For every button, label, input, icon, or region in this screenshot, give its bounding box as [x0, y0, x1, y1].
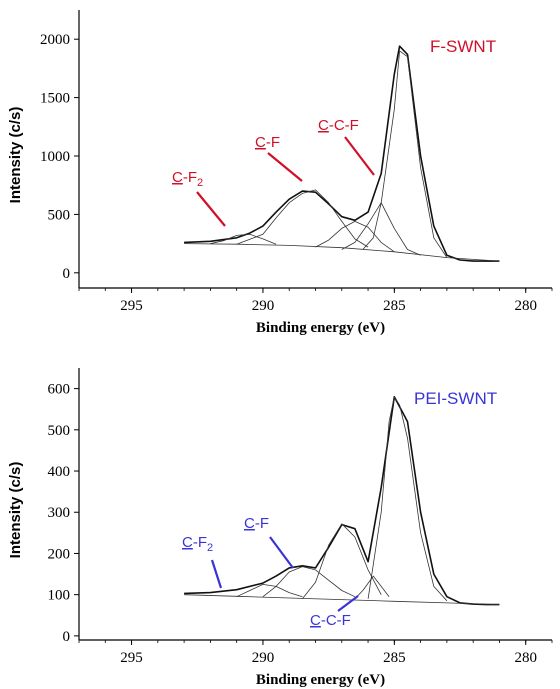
y-tick-label: 2000 [40, 32, 70, 48]
y-tick-label: 0 [63, 629, 71, 645]
y-tick-label: 500 [48, 423, 71, 439]
peak-annotation: C-F2 [172, 169, 203, 189]
panel-title: PEI-SWNT [414, 389, 497, 408]
peak-annotation: C-F2 [182, 534, 213, 554]
x-tick-label: 290 [252, 650, 275, 666]
fitted-peak-line [302, 523, 382, 600]
peak-annotation: C-C-F [318, 117, 359, 134]
annotation-text: -F [266, 134, 280, 151]
annotation-pointer-line [344, 136, 375, 176]
y-axis-label: Intensity (c/s) [7, 462, 24, 559]
x-tick-label: 295 [120, 650, 143, 666]
fitted-peak-line [354, 575, 390, 600]
annotation-text: -F [255, 515, 269, 532]
y-tick-label: 1500 [40, 91, 70, 107]
annotation-pointer-line [267, 152, 303, 182]
annotation-pointer-line [196, 191, 226, 227]
annotation-text: -C-F [329, 117, 359, 134]
fitted-peak-line [262, 566, 356, 598]
y-tick-label: 300 [48, 505, 71, 521]
x-tick-label: 290 [252, 298, 275, 314]
x-tick-label: 285 [383, 298, 406, 314]
annotation-text: -F [193, 534, 207, 551]
panel-f-swnt: 295 290 285 280 0 500 1000 1500 2000 Binding ener… [7, 10, 553, 336]
annotation-subscript: 2 [197, 177, 203, 189]
fitted-peak-line [341, 202, 421, 256]
y-tick-label: 500 [48, 207, 71, 223]
fitted-peak-line [367, 396, 448, 602]
y-tick-label: 0 [63, 266, 71, 282]
x-axis-label: Binding energy (eV) [256, 672, 385, 688]
annotation-underlined-atom: C [255, 134, 266, 151]
annotation-pointer-line [337, 595, 359, 612]
fitted-peak-line [236, 189, 369, 248]
fitted-peak-line [184, 243, 500, 262]
panel-title: F-SWNT [430, 37, 496, 56]
peak-annotation: C-C-F [310, 612, 351, 629]
annotation-text: -C-F [321, 612, 351, 629]
fitted-peak-line [236, 584, 303, 598]
annotation-underlined-atom: C [318, 117, 329, 134]
annotation-underlined-atom: C [172, 169, 183, 186]
panel-pei-swnt: 295 290 285 280 0 100 200 300 400 500 600 Binding e… [7, 368, 553, 688]
y-tick-label: 100 [48, 588, 71, 604]
annotation-underlined-atom: C [244, 515, 255, 532]
annotation-pointer-line [269, 536, 294, 569]
y-tick-label: 400 [48, 464, 71, 480]
annotation-subscript: 2 [207, 542, 213, 554]
fitted-peak-line [362, 50, 448, 258]
annotation-text: -F [183, 169, 197, 186]
annotation-pointer-line [210, 559, 223, 589]
peak-annotation: C-F [244, 515, 269, 532]
peak-annotation: C-F [255, 134, 280, 151]
measured-spectrum-line [184, 395, 500, 606]
measured-spectrum-line [184, 45, 500, 262]
fitted-peak-line [210, 233, 277, 245]
x-tick-label: 285 [383, 650, 406, 666]
x-axis-label: Binding energy (eV) [256, 320, 385, 336]
annotation-underlined-atom: C [310, 612, 321, 629]
x-tick-label: 280 [514, 298, 537, 314]
x-tick-label: 295 [120, 298, 143, 314]
y-tick-label: 1000 [40, 149, 70, 165]
y-axis-label: Intensity (c/s) [7, 107, 24, 204]
annotation-underlined-atom: C [182, 534, 193, 551]
fitted-peak-line [315, 220, 395, 253]
y-tick-label: 600 [48, 382, 71, 398]
y-tick-label: 200 [48, 546, 71, 562]
x-tick-label: 280 [514, 650, 537, 666]
